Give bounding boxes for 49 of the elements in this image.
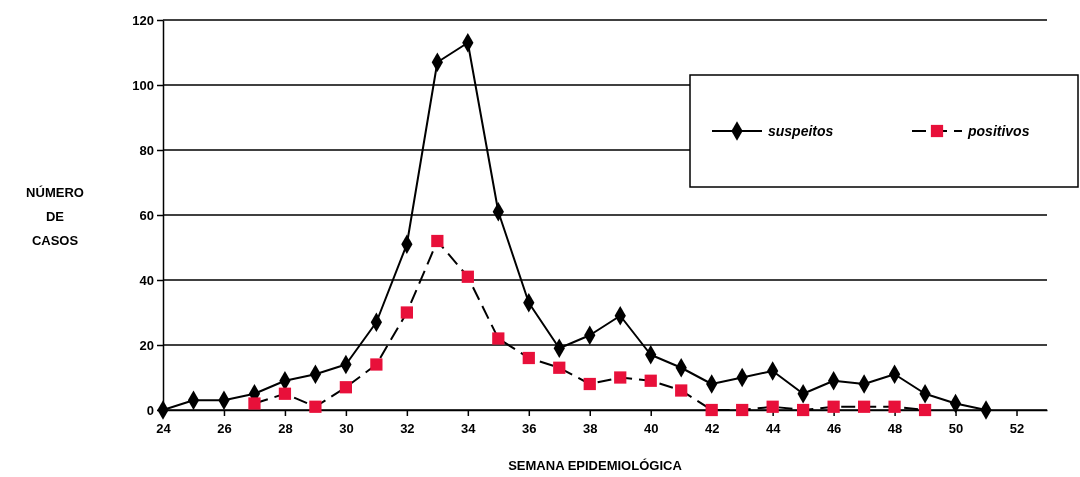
y-tick-label: 60 <box>139 207 154 223</box>
point <box>797 403 810 417</box>
point <box>766 400 779 413</box>
point <box>736 403 749 417</box>
point <box>370 358 383 371</box>
x-tick-label: 38 <box>583 421 598 437</box>
x-tick-label: 44 <box>765 421 782 437</box>
y-tick-label: 120 <box>132 12 154 28</box>
x-tick-label: 48 <box>887 421 903 437</box>
point <box>553 361 566 374</box>
y-tick-label: 80 <box>139 142 154 158</box>
x-tick-label: 30 <box>339 421 354 437</box>
point <box>857 400 871 413</box>
y-tick-label: 0 <box>146 402 154 418</box>
x-tick-label: 26 <box>217 421 232 437</box>
point <box>675 384 688 397</box>
point <box>705 403 718 417</box>
x-tick-label: 36 <box>522 421 537 437</box>
x-tick-label: 32 <box>400 421 415 437</box>
point <box>461 270 474 283</box>
point <box>614 371 627 384</box>
point <box>827 400 840 413</box>
x-axis-title: SEMANA EPIDEMIOLÓGICA <box>508 458 683 473</box>
x-tick-label: 46 <box>826 421 842 437</box>
x-tick-label: 52 <box>1009 421 1025 437</box>
point <box>248 397 261 410</box>
point <box>400 306 413 319</box>
point <box>278 387 292 400</box>
y-tick-label: 20 <box>139 337 154 353</box>
x-tick-label: 34 <box>461 421 477 437</box>
point <box>644 374 657 387</box>
point <box>583 377 596 391</box>
legend-label: positivos <box>967 123 1030 139</box>
y-tick-label: 40 <box>139 272 154 288</box>
x-tick-label: 42 <box>704 421 720 437</box>
y-tick-label: 100 <box>132 77 154 93</box>
point <box>309 400 322 413</box>
point <box>431 234 444 248</box>
x-tick-label: 40 <box>643 421 659 437</box>
x-tick-label: 50 <box>948 421 964 437</box>
point <box>522 351 535 365</box>
point <box>918 403 932 417</box>
point <box>492 332 505 345</box>
point <box>339 381 353 394</box>
x-tick-label: 28 <box>278 421 293 437</box>
point <box>888 400 901 413</box>
x-tick-label: 24 <box>156 421 172 437</box>
legend-label: suspeitos <box>768 123 834 139</box>
y-axis-title: NÚMERO DE CASOS <box>26 185 84 248</box>
